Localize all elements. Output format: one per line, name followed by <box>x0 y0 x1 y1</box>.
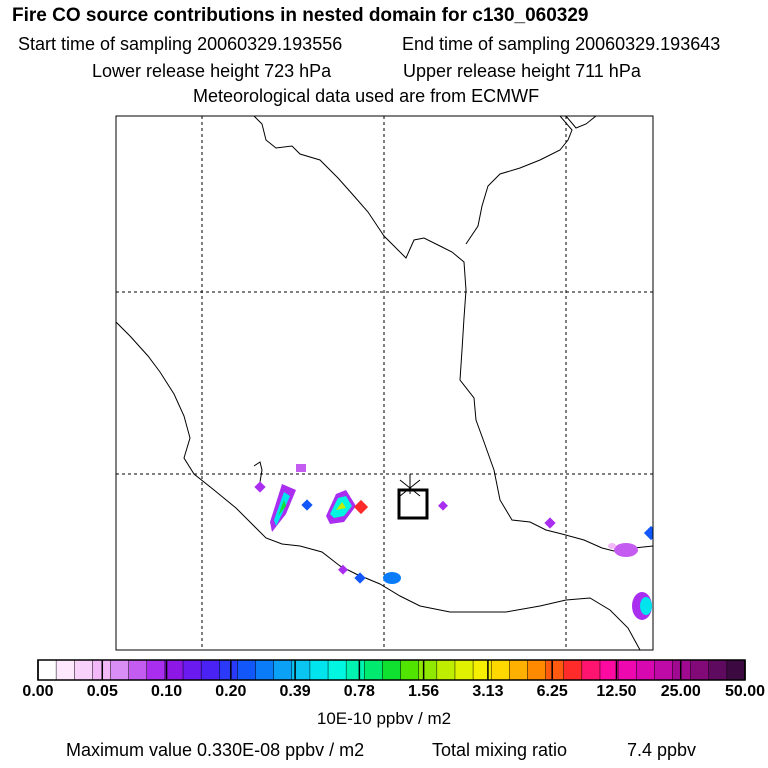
coastlines <box>116 116 653 650</box>
colorbar-swatch <box>599 660 619 680</box>
colorbar <box>37 659 746 681</box>
colorbar-swatch <box>563 660 583 680</box>
fire-cell-h <box>544 517 556 529</box>
fire-cell-l <box>354 572 366 584</box>
fire-cell-d <box>301 499 313 511</box>
fire-cell-e-inner <box>336 502 346 510</box>
colorbar-swatch <box>146 660 166 680</box>
colorbar-swatch <box>56 660 75 680</box>
colorbar-swatch <box>38 660 57 680</box>
colorbar-tick-label: 3.13 <box>472 683 504 700</box>
colorbar-swatch <box>382 660 402 680</box>
colorbar-tick-label: 0.20 <box>215 683 247 700</box>
coastline-box <box>565 116 597 129</box>
colorbar-tick-label: 50.00 <box>724 683 766 700</box>
max-value-label: Maximum value 0.330E-08 ppbv / m2 <box>66 740 365 760</box>
release-marker <box>397 474 429 520</box>
colorbar-swatch <box>690 660 710 680</box>
coastline-inlet <box>253 461 263 483</box>
colorbar-swatch <box>237 660 257 680</box>
fire-cell-j <box>643 525 653 541</box>
colorbar-swatch <box>473 660 492 680</box>
end-time-label: End time of sampling 20060329.193643 <box>402 34 721 54</box>
colorbar-swatch <box>255 660 275 680</box>
fire-cell-n-core <box>640 597 652 615</box>
colorbar-swatch <box>618 660 637 680</box>
colorbar-swatch <box>346 660 365 680</box>
map-gridlines <box>116 116 653 650</box>
colorbar-tick-label: 0.78 <box>343 683 375 700</box>
total-mixing-value: 7.4 ppbv <box>627 740 697 760</box>
fire-cell-o <box>608 543 616 549</box>
colorbar-swatch <box>726 660 746 680</box>
colorbar-swatch <box>164 660 184 680</box>
map-frame <box>115 115 654 651</box>
colorbar-swatch <box>509 660 528 680</box>
coastline-pacific-south <box>116 321 641 650</box>
colorbar-swatch <box>581 660 601 680</box>
total-mixing-label: Total mixing ratio <box>432 740 568 760</box>
fire-cell-i <box>614 543 638 557</box>
colorbar-swatch <box>400 660 420 680</box>
colorbar-swatch <box>110 660 130 680</box>
colorbar-swatch <box>454 660 474 680</box>
colorbar-tick-label: 0.05 <box>86 683 118 700</box>
fire-sources <box>254 464 653 620</box>
colorbar-swatch <box>636 660 655 680</box>
fire-cell-c <box>296 464 306 472</box>
coastline-gulf <box>465 116 573 245</box>
colorbar-tick-label: 0.10 <box>150 683 183 700</box>
colorbar-swatch <box>364 660 383 680</box>
upper-height-label: Upper release height 711 hPa <box>403 61 641 81</box>
colorbar-tick-label: 25.00 <box>660 683 701 700</box>
colorbar-swatch <box>309 660 329 680</box>
fire-cell-g <box>438 500 448 511</box>
colorbar-swatch <box>128 660 148 680</box>
colorbar-tick-label: 12.50 <box>596 683 637 700</box>
colorbar-swatch <box>654 660 673 680</box>
colorbar-swatch <box>436 660 456 680</box>
fire-cell-f <box>353 499 369 515</box>
colorbar-tick-label: 0.00 <box>22 683 54 700</box>
colorbar-swatch <box>545 660 565 680</box>
colorbar-swatch <box>491 660 510 680</box>
colorbar-units: 10E-10 ppbv / m2 <box>316 709 452 728</box>
colorbar-swatch <box>418 660 438 680</box>
colorbar-tick-label: 6.25 <box>536 683 568 700</box>
colorbar-swatch <box>183 660 202 680</box>
colorbar-swatch <box>291 660 311 680</box>
colorbar-swatch <box>273 660 293 680</box>
fire-cell-m <box>383 572 401 584</box>
colorbar-swatch <box>672 660 692 680</box>
fire-cell-b <box>254 481 266 493</box>
fire-cell-a-inner <box>278 500 286 516</box>
lower-height-label: Lower release height 723 hPa <box>92 61 332 81</box>
colorbar-frame <box>37 659 746 681</box>
colorbar-tick-label: 0.39 <box>279 683 311 700</box>
colorbar-swatch <box>708 660 728 680</box>
colorbar-swatch <box>328 660 347 680</box>
met-data-label: Meteorological data used are from ECMWF <box>193 86 540 106</box>
colorbar-swatch <box>201 660 220 680</box>
colorbar-swatch <box>219 660 238 680</box>
colorbar-swatch <box>527 660 547 680</box>
colorbar-swatch <box>74 660 93 680</box>
start-time-label: Start time of sampling 20060329.193556 <box>18 34 343 54</box>
coastline-pacific-north <box>253 116 653 553</box>
chart-title: Fire CO source contributions in nested d… <box>12 5 589 26</box>
colorbar-tick-label: 1.56 <box>408 683 440 700</box>
